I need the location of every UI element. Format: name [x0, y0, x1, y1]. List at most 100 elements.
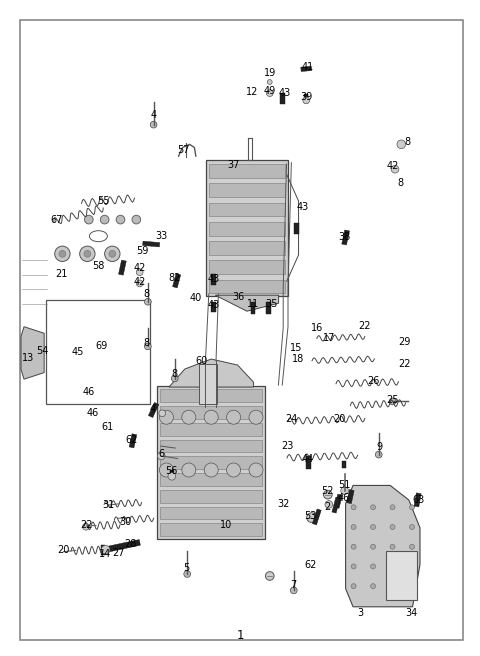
Circle shape — [157, 452, 165, 460]
Text: 35: 35 — [265, 299, 278, 310]
Polygon shape — [251, 302, 255, 314]
Circle shape — [84, 251, 91, 257]
Bar — [199, 364, 217, 404]
Circle shape — [390, 584, 395, 588]
Circle shape — [390, 504, 395, 510]
Circle shape — [265, 571, 274, 581]
Circle shape — [409, 544, 415, 549]
Text: 24: 24 — [285, 413, 298, 424]
Text: 13: 13 — [22, 353, 34, 363]
Circle shape — [80, 246, 95, 262]
Circle shape — [184, 571, 191, 577]
Text: 1: 1 — [236, 628, 244, 642]
Polygon shape — [342, 461, 347, 468]
Polygon shape — [101, 545, 106, 554]
Text: 6: 6 — [158, 449, 164, 459]
Polygon shape — [312, 509, 321, 525]
Text: 8: 8 — [144, 338, 149, 348]
Circle shape — [159, 410, 166, 417]
Text: 61: 61 — [102, 422, 114, 432]
Circle shape — [371, 525, 375, 529]
Text: 10: 10 — [219, 520, 232, 530]
Text: 2: 2 — [324, 502, 331, 512]
Text: 46: 46 — [87, 407, 99, 418]
Circle shape — [390, 544, 395, 549]
Text: 30: 30 — [120, 517, 132, 527]
Text: 42: 42 — [386, 161, 399, 171]
Polygon shape — [301, 66, 312, 72]
Circle shape — [290, 587, 297, 594]
Circle shape — [303, 97, 310, 104]
Polygon shape — [148, 403, 159, 417]
Polygon shape — [119, 260, 126, 275]
Text: 5: 5 — [183, 563, 190, 573]
Polygon shape — [211, 302, 216, 312]
Text: 29: 29 — [398, 337, 410, 347]
Text: 18: 18 — [292, 354, 304, 364]
Circle shape — [351, 544, 356, 549]
Circle shape — [168, 472, 176, 480]
Text: 27: 27 — [112, 548, 125, 558]
Circle shape — [227, 463, 240, 477]
Polygon shape — [266, 302, 271, 314]
Bar — [160, 473, 262, 486]
Bar — [160, 389, 262, 402]
Text: 39: 39 — [300, 92, 313, 102]
Circle shape — [324, 490, 332, 499]
Polygon shape — [414, 493, 421, 507]
Circle shape — [409, 504, 415, 510]
Circle shape — [351, 564, 356, 569]
Bar — [209, 164, 285, 178]
Text: 16: 16 — [311, 323, 323, 333]
Text: 40: 40 — [189, 293, 202, 304]
Circle shape — [132, 215, 141, 224]
Text: 23: 23 — [281, 441, 293, 451]
Circle shape — [397, 140, 406, 149]
Text: 20: 20 — [57, 544, 70, 555]
Text: 43: 43 — [278, 88, 291, 98]
Polygon shape — [347, 489, 354, 504]
Polygon shape — [346, 485, 420, 607]
Circle shape — [266, 90, 273, 96]
Bar — [209, 279, 285, 293]
FancyBboxPatch shape — [157, 386, 265, 539]
Text: 20: 20 — [334, 414, 346, 424]
Text: 56: 56 — [166, 466, 178, 476]
Circle shape — [204, 410, 218, 424]
Circle shape — [144, 298, 151, 305]
Text: 57: 57 — [177, 144, 190, 155]
Bar — [209, 260, 285, 274]
Text: 37: 37 — [228, 160, 240, 171]
Text: 8: 8 — [398, 178, 404, 188]
Circle shape — [136, 280, 143, 287]
Text: 31: 31 — [102, 500, 115, 510]
Circle shape — [182, 410, 196, 424]
Bar — [209, 222, 285, 236]
Text: 4: 4 — [151, 110, 156, 120]
Polygon shape — [215, 295, 278, 311]
Text: 43: 43 — [297, 202, 309, 213]
Bar — [160, 422, 262, 436]
Bar — [160, 490, 262, 502]
Text: 59: 59 — [136, 245, 149, 256]
Text: 8: 8 — [172, 369, 178, 379]
Circle shape — [84, 215, 93, 224]
Circle shape — [159, 463, 173, 477]
Text: 63: 63 — [412, 495, 425, 505]
Polygon shape — [304, 94, 308, 103]
Text: 51: 51 — [338, 480, 351, 491]
Text: 36: 36 — [232, 292, 245, 302]
Circle shape — [144, 343, 151, 350]
Text: 11: 11 — [247, 299, 259, 310]
Text: 8: 8 — [404, 137, 410, 148]
Circle shape — [171, 375, 178, 382]
Circle shape — [267, 79, 272, 85]
Text: 32: 32 — [277, 499, 289, 510]
Text: 43: 43 — [208, 300, 220, 310]
Text: 33: 33 — [155, 231, 168, 241]
Bar — [160, 406, 262, 419]
Circle shape — [371, 564, 375, 569]
Text: 15: 15 — [289, 342, 302, 353]
Text: 3: 3 — [357, 608, 363, 619]
Text: 53: 53 — [304, 510, 317, 521]
